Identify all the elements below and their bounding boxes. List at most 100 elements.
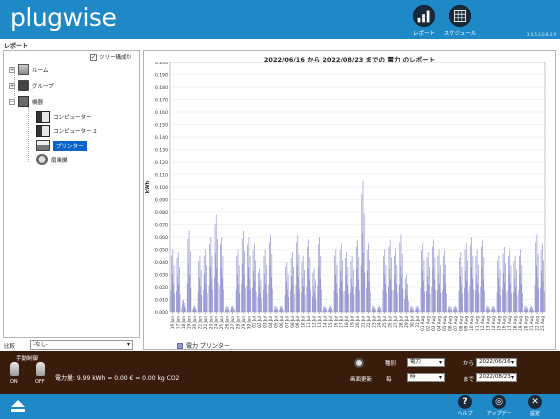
- y-tick-label: 0.010: [155, 297, 168, 303]
- type-select[interactable]: 電力 ▾: [407, 358, 445, 367]
- tree-node-computer-2[interactable]: コンピューター 2: [36, 125, 97, 137]
- bar: [181, 307, 183, 312]
- bar: [510, 265, 512, 312]
- bar: [291, 252, 293, 312]
- x-tick-label: 12 Aug: [480, 316, 485, 331]
- bar: [183, 306, 185, 312]
- bar: [306, 286, 308, 312]
- expand-icon[interactable]: +: [9, 66, 15, 73]
- x-tick-label: 14 Jul: [322, 316, 327, 328]
- bar: [311, 296, 313, 312]
- tree-structure-checkbox[interactable]: ✓: [90, 53, 97, 61]
- computer-icon: [36, 111, 50, 123]
- y-tick-label: 0.140: [155, 135, 168, 141]
- tree-node-computer[interactable]: コンピューター: [36, 111, 92, 123]
- bar: [330, 305, 331, 312]
- tree-node-fan[interactable]: 扇風機: [36, 154, 68, 165]
- update-button[interactable]: ◎ アップデート: [486, 395, 512, 419]
- x-tick-label: 15 Jul: [328, 316, 333, 328]
- x-tick-label: 23 Jun: [208, 316, 213, 330]
- tree-node-rooms[interactable]: + ルーム: [9, 64, 48, 75]
- bar: [389, 268, 390, 312]
- schedule-button[interactable]: スケジュール: [441, 5, 479, 37]
- bar: [415, 309, 416, 312]
- bar: [467, 260, 468, 312]
- bar: [299, 288, 300, 312]
- bar: [225, 306, 227, 312]
- y-tick-label: 0.170: [155, 97, 168, 103]
- bar: [467, 291, 469, 312]
- tree-node-groups[interactable]: + グループ: [9, 80, 54, 91]
- bar: [346, 252, 348, 312]
- from-date-input[interactable]: 2022/06/16 ▾: [476, 358, 517, 367]
- bar: [395, 249, 396, 312]
- bar: [366, 287, 367, 312]
- help-button[interactable]: ? ヘルプ: [452, 395, 478, 417]
- bar: [399, 242, 401, 312]
- y-tick-label: 0.160: [155, 110, 168, 116]
- compare-select[interactable]: -なし- ▾: [30, 340, 133, 350]
- bar: [312, 272, 314, 312]
- bar: [318, 267, 320, 312]
- bar: [476, 274, 477, 312]
- x-tick-label: 10 Aug: [469, 316, 474, 331]
- bar: [426, 291, 427, 312]
- bar: [254, 281, 256, 312]
- bar: [423, 281, 424, 312]
- bar: [248, 237, 250, 312]
- bar: [266, 293, 268, 312]
- x-tick-label: 06 Jul: [279, 316, 284, 328]
- x-tick-label: 24 Jun: [214, 316, 219, 330]
- report-button[interactable]: レポート: [405, 5, 443, 37]
- x-tick-label: 24 Jul: [377, 316, 382, 328]
- bar: [220, 244, 221, 312]
- settings-button[interactable]: ✕ 設定: [522, 395, 548, 417]
- tree-node-devices[interactable]: − 機器: [9, 96, 43, 107]
- bar: [519, 274, 521, 312]
- bar: [222, 255, 224, 312]
- bar: [524, 306, 526, 312]
- bar: [453, 309, 454, 312]
- bar: [514, 278, 515, 312]
- bar: [270, 277, 272, 312]
- bar: [471, 237, 473, 312]
- bar: [503, 247, 505, 312]
- bar: [405, 289, 407, 312]
- bulb-off-icon[interactable]: [36, 362, 45, 376]
- bar: [215, 253, 216, 312]
- expand-icon[interactable]: +: [9, 82, 15, 89]
- bar: [433, 239, 434, 312]
- refresh-select[interactable]: 時 ▾: [407, 373, 445, 382]
- refresh-icon[interactable]: ↻: [126, 53, 132, 61]
- y-tick-label: 0.100: [155, 185, 168, 191]
- collapse-icon[interactable]: −: [9, 98, 15, 105]
- chart-legend: 電力 プリンター: [177, 341, 230, 350]
- eject-icon[interactable]: [10, 399, 26, 413]
- bar: [475, 255, 477, 312]
- bar: [304, 269, 305, 312]
- bar: [314, 279, 316, 312]
- bar: [422, 243, 424, 312]
- bar: [372, 308, 374, 312]
- bulb-on-icon[interactable]: [10, 362, 19, 376]
- tree-structure-toggle[interactable]: ✓ ツリー構成: [90, 53, 127, 61]
- bar: [214, 277, 215, 312]
- bar: [320, 255, 322, 312]
- to-date-input[interactable]: 2022/08/23 ▾: [476, 373, 517, 382]
- bar: [328, 306, 330, 312]
- bar: [238, 265, 240, 312]
- speaker-icon[interactable]: [354, 358, 364, 368]
- bar: [445, 265, 447, 312]
- tree-node-printer[interactable]: プリンター: [36, 140, 87, 151]
- x-tick-label: 12 Jul: [312, 316, 317, 328]
- x-tick-label: 16 Jul: [333, 316, 338, 328]
- bar: [384, 283, 386, 312]
- bar: [211, 278, 212, 312]
- bar: [177, 276, 178, 312]
- bar: [494, 307, 495, 312]
- bar: [372, 306, 373, 312]
- bar: [369, 291, 371, 312]
- bar: [286, 262, 288, 312]
- bar: [505, 263, 506, 312]
- bar: [427, 276, 428, 312]
